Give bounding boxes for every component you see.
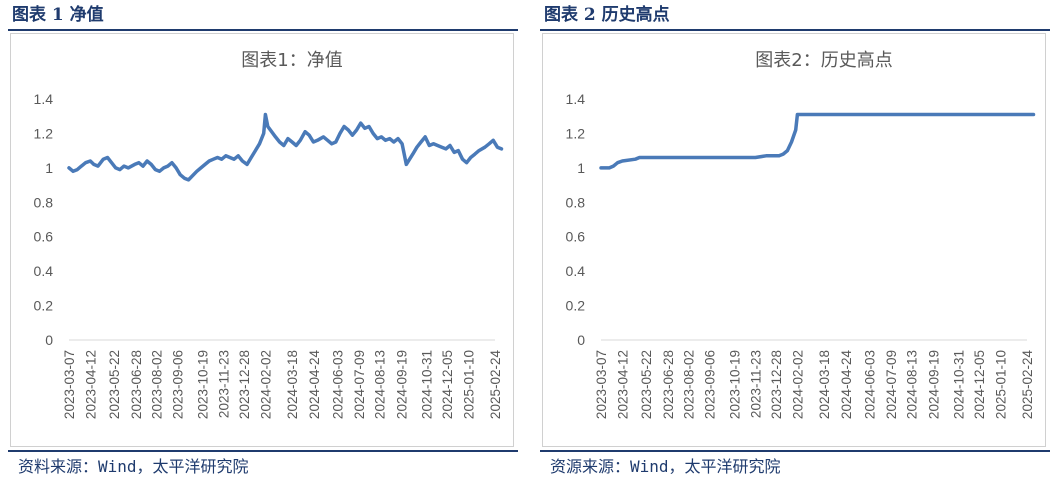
x-tick-label: 2023-09-06	[702, 350, 717, 419]
y-tick-label: 0.4	[34, 263, 54, 279]
source-rule	[8, 450, 518, 452]
source-rule	[540, 450, 1050, 452]
x-tick-label: 2023-06-28	[661, 350, 676, 419]
x-tick-label: 2023-05-22	[639, 350, 654, 419]
x-tick-label: 2025-01-10	[461, 350, 476, 419]
x-tick-label: 2024-08-13	[905, 350, 920, 419]
figure-heading: 图表 1 净值	[12, 5, 104, 25]
x-tick-label: 2024-09-19	[927, 350, 942, 419]
y-tick-label: 0.8	[34, 194, 54, 210]
y-tick-label: 0.2	[34, 298, 54, 314]
source-note: 资料来源：Wind，太平洋研究院	[18, 457, 249, 476]
x-tick-label: 2024-06-03	[863, 350, 878, 419]
y-tick-label: 1.4	[34, 91, 54, 107]
x-tick-label: 2024-07-09	[352, 350, 367, 419]
x-tick-label: 2024-04-24	[839, 350, 854, 420]
chart-title: 图表2：历史高点	[755, 50, 892, 71]
x-tick-label: 2023-08-02	[150, 350, 165, 419]
series-line	[67, 112, 504, 182]
y-tick-label: 0.6	[34, 229, 54, 245]
x-tick-label: 2023-12-28	[769, 350, 784, 419]
heading-rule	[8, 29, 518, 31]
x-tick-label: 2024-03-18	[817, 350, 832, 419]
chart-title: 图表1：净值	[241, 50, 342, 71]
x-tick-label: 2024-09-19	[395, 350, 410, 419]
source-note: 资源来源：Wind，太平洋研究院	[550, 457, 781, 476]
heading-rule	[540, 29, 1050, 31]
y-tick-label: 0.8	[566, 194, 586, 210]
line-chart: 图表1：净值 0 0.2 0.4 0.6 0.8 1 1.2 1.4 2023-03-07 2023…	[34, 50, 504, 420]
y-tick-label: 0.2	[566, 298, 586, 314]
x-tick-label: 2025-02-24	[488, 350, 503, 420]
y-tick-label: 1	[577, 160, 585, 176]
figure-panel-1: 图表 1 净值 图表1：净值 0 0.2 0.4 0.6 0.8 1 1.2 1.4 2023-0…	[8, 0, 518, 493]
x-tick-label: 2023-10-19	[728, 350, 743, 419]
x-tick-label: 2023-04-12	[83, 350, 98, 419]
series-line	[599, 112, 1036, 170]
x-tick-label: 2023-11-23	[748, 350, 763, 418]
x-tick-label: 2024-12-05	[440, 350, 455, 419]
x-tick-label: 2024-06-03	[331, 350, 346, 419]
figure-panel-2: 图表 2 历史高点 图表2：历史高点 0 0.2 0.4 0.6 0.8 1 1.2 1.4 20…	[540, 0, 1050, 493]
x-tick-label: 2024-03-18	[285, 350, 300, 419]
y-tick-label: 0	[577, 332, 585, 348]
x-tick-label: 2023-09-06	[170, 350, 185, 419]
x-tick-label: 2024-07-09	[884, 350, 899, 419]
x-tick-label: 2024-12-05	[972, 350, 987, 419]
x-tick-label: 2024-02-02	[790, 350, 805, 419]
y-tick-label: 1.2	[34, 125, 54, 141]
x-tick-label: 2025-01-10	[993, 350, 1008, 419]
figure-heading: 图表 2 历史高点	[544, 5, 670, 25]
chart-frame: 图表1：净值 0 0.2 0.4 0.6 0.8 1 1.2 1.4 2023-03-07 2023…	[10, 33, 514, 447]
x-tick-label: 2024-10-31	[419, 350, 434, 419]
x-tick-label: 2023-03-07	[594, 350, 609, 419]
y-tick-label: 0.4	[566, 263, 586, 279]
x-tick-label: 2023-05-22	[107, 350, 122, 419]
x-tick-label: 2023-04-12	[615, 350, 630, 419]
x-tick-label: 2023-06-28	[129, 350, 144, 419]
x-tick-label: 2024-08-13	[373, 350, 388, 419]
x-tick-label: 2024-02-02	[258, 350, 273, 419]
x-tick-label: 2023-08-02	[682, 350, 697, 419]
y-tick-label: 1.2	[566, 125, 586, 141]
x-tick-label: 2023-03-07	[62, 350, 77, 419]
x-tick-label: 2024-04-24	[307, 350, 322, 420]
x-tick-label: 2023-12-28	[237, 350, 252, 419]
chart-frame: 图表2：历史高点 0 0.2 0.4 0.6 0.8 1 1.2 1.4 2023-03-07 20…	[542, 33, 1046, 447]
y-tick-label: 0.6	[566, 229, 586, 245]
y-tick-label: 1	[45, 160, 53, 176]
x-tick-label: 2024-10-31	[951, 350, 966, 419]
x-tick-label: 2025-02-24	[1020, 350, 1035, 420]
line-chart: 图表2：历史高点 0 0.2 0.4 0.6 0.8 1 1.2 1.4 2023-03-07 20…	[566, 50, 1036, 420]
y-tick-label: 1.4	[566, 91, 586, 107]
x-tick-label: 2023-11-23	[216, 350, 231, 418]
x-tick-label: 2023-10-19	[196, 350, 211, 419]
y-tick-label: 0	[45, 332, 53, 348]
